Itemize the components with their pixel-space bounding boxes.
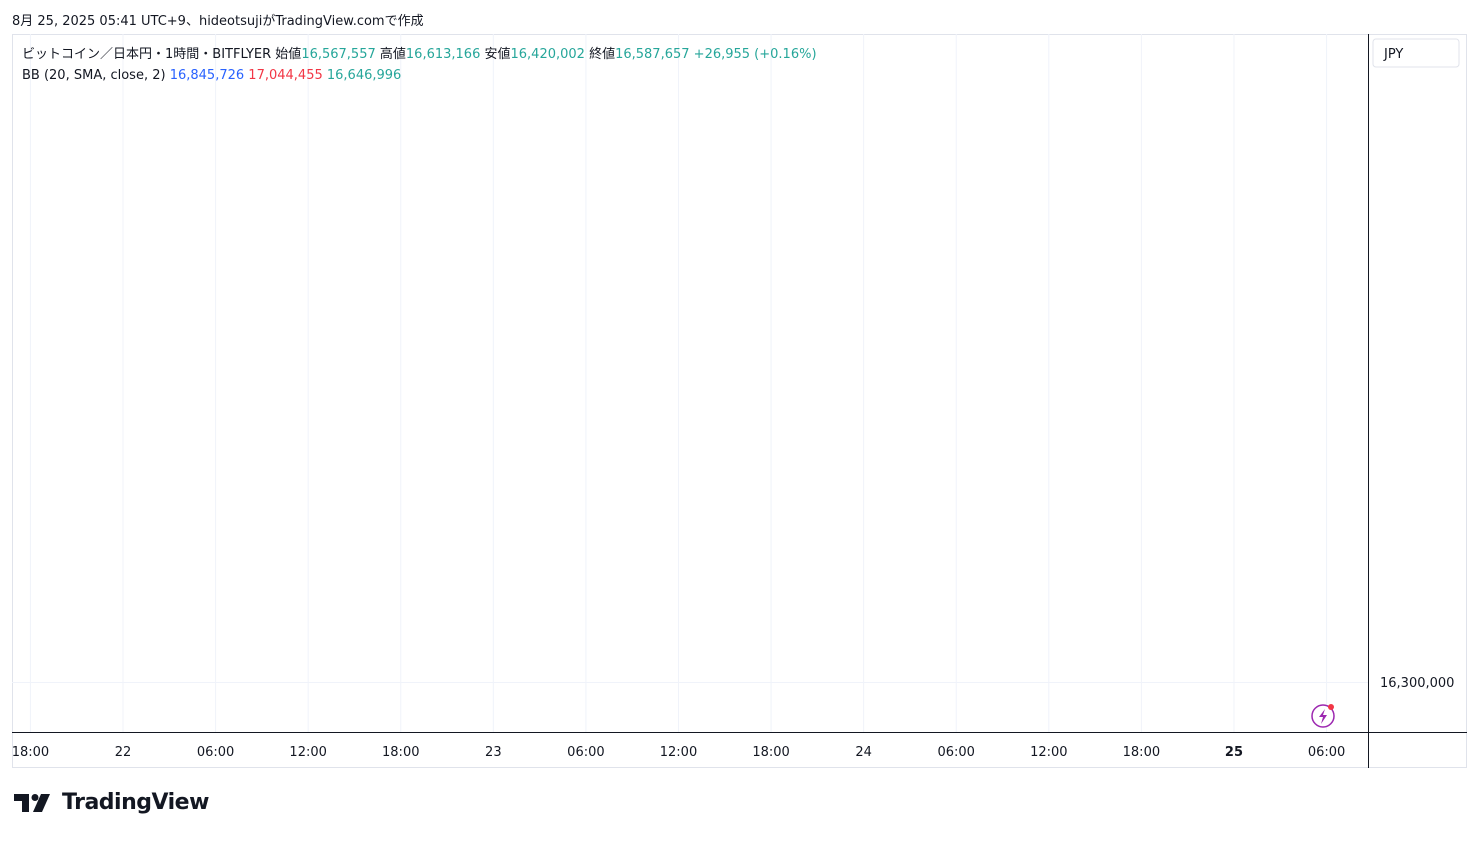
time-tick-label: 18:00: [12, 745, 49, 760]
time-tick-label: 06:00: [1308, 745, 1345, 760]
tradingview-brand[interactable]: TradingView: [14, 790, 209, 815]
currency-label: JPY: [1383, 47, 1403, 62]
price-axis: 16,300,00016,400,00016,500,00016,600,000…: [1380, 676, 1454, 691]
legend-bb-upper: 17,044,455: [248, 68, 323, 83]
legend-open-value: 16,567,557: [301, 47, 376, 62]
lightning-icon: [1311, 704, 1335, 728]
time-tick-label: 24: [855, 745, 872, 760]
time-tick-label: 12:00: [289, 745, 326, 760]
lightning-icon-bolt: [1319, 709, 1327, 724]
legend-symbol: ビットコイン／日本円・1時間・BITFLYER: [22, 47, 272, 62]
legend-bb-label: BB (20, SMA, close, 2): [22, 68, 166, 83]
tradingview-wordmark: TradingView: [62, 790, 209, 815]
legend-bb-lower: 16,646,996: [326, 68, 402, 83]
legend-close-value: 16,587,657: [615, 47, 690, 62]
notification-dot: [1328, 704, 1334, 710]
time-tick-label: 18:00: [1123, 745, 1160, 760]
time-axis: 18:00 22 06:00 12:00 18:00 23 06:00 12:00 18:00 2…: [12, 745, 1345, 760]
candlestick-chart[interactable]: 16,300,00016,400,00016,500,00016,600,000…: [12, 34, 1467, 768]
time-tick-label: 12:00: [1030, 745, 1067, 760]
currency-box: [1372, 38, 1460, 68]
legend-ohlc-row: ビットコイン／日本円・1時間・BITFLYER 始値16,567,557 高値1…: [22, 44, 817, 65]
time-tick-label: 06:00: [197, 745, 234, 760]
legend-bb-basis: 16,845,726: [169, 68, 245, 83]
chart-attribution: 8月 25, 2025 05:41 UTC+9、hideotsujiがTradi…: [12, 14, 424, 29]
time-tick-label: 12:00: [660, 745, 697, 760]
legend-high-label: 高値: [379, 47, 406, 62]
time-tick-label: 23: [485, 745, 502, 760]
time-tick-label: 06:00: [567, 745, 604, 760]
grid-lines: [12, 34, 1368, 732]
legend-low-value: 16,420,002: [510, 47, 585, 62]
time-tick-label: 06:00: [937, 745, 974, 760]
time-tick-label: 22: [115, 745, 132, 760]
price-tick-label: 16,300,000: [1380, 676, 1454, 691]
overlay: 16,587,65718:45JPY: [12, 34, 1467, 768]
chart-legend: ビットコイン／日本円・1時間・BITFLYER 始値16,567,557 高値1…: [22, 44, 817, 86]
legend-high-value: 16,613,166: [405, 47, 481, 62]
legend-open-label: 始値: [275, 47, 302, 62]
tradingview-logo-icon: [14, 793, 50, 812]
time-tick-label: 18:00: [752, 745, 789, 760]
chart-frame[interactable]: [12, 34, 1467, 768]
legend-bb-row[interactable]: BB (20, SMA, close, 2) 16,845,726 17,044…: [22, 65, 817, 86]
legend-low-label: 安値: [484, 47, 511, 62]
legend-close-label: 終値: [589, 47, 616, 62]
time-tick-label: 25: [1225, 745, 1243, 760]
time-tick-label: 18:00: [382, 745, 419, 760]
legend-change: +26,955 (+0.16%): [693, 47, 817, 62]
